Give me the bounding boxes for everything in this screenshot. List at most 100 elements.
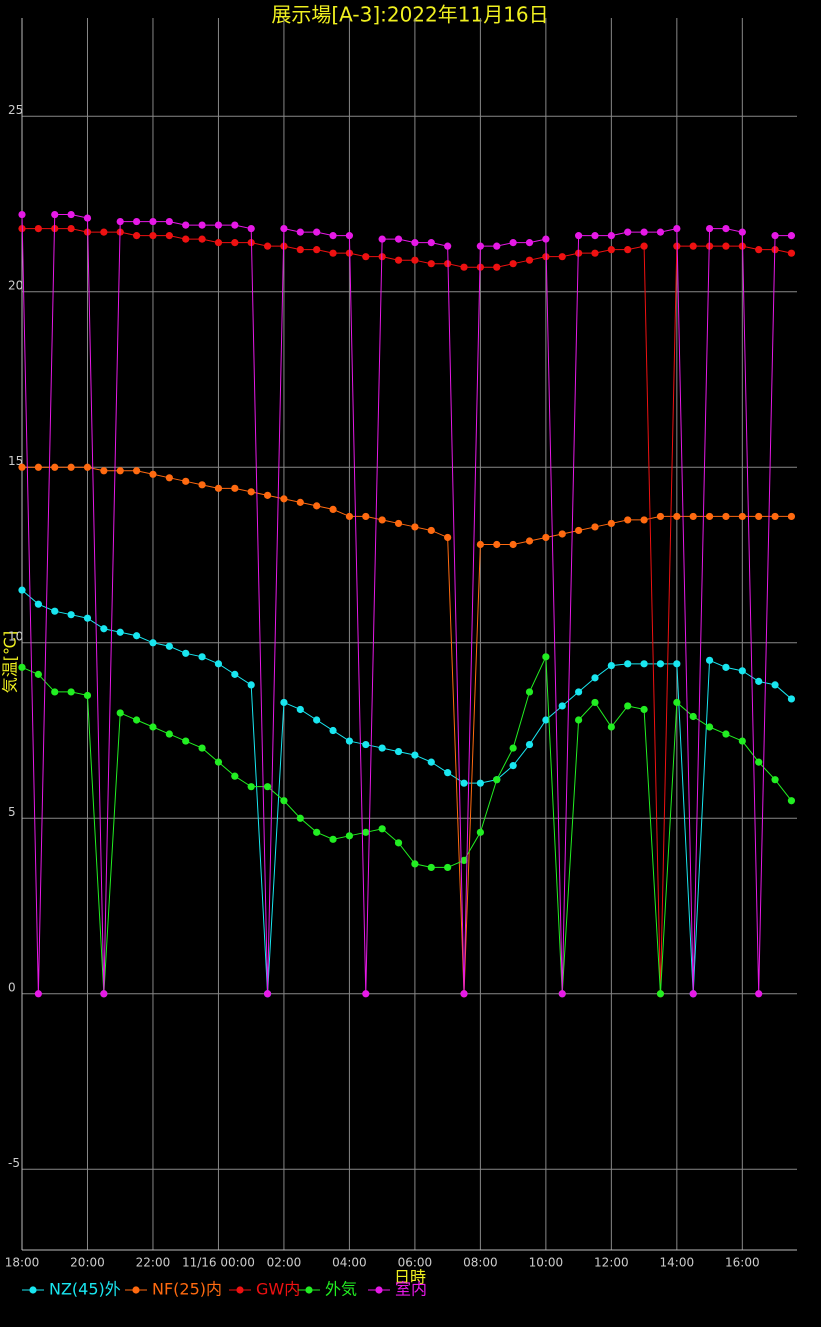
y-tick-label: -5 <box>8 1156 20 1170</box>
data-point <box>476 779 484 787</box>
data-point <box>591 523 599 531</box>
data-point <box>18 586 26 594</box>
data-point <box>575 688 583 696</box>
data-point <box>67 688 75 696</box>
data-point <box>542 533 550 542</box>
data-point <box>116 628 124 636</box>
data-point <box>591 698 599 707</box>
data-point <box>83 614 92 622</box>
data-point <box>394 747 403 756</box>
data-point <box>542 653 550 661</box>
data-point <box>296 498 304 506</box>
x-tick-label: 06:00 <box>398 1256 433 1270</box>
data-point <box>673 660 681 668</box>
data-point <box>280 495 288 503</box>
data-point <box>460 990 468 998</box>
data-point <box>755 990 763 998</box>
data-point <box>558 530 566 538</box>
data-point <box>394 839 403 847</box>
data-point <box>132 232 141 240</box>
data-point <box>247 488 255 496</box>
data-point <box>280 224 288 233</box>
data-point <box>525 740 534 749</box>
data-point <box>214 660 223 668</box>
data-point <box>198 221 206 229</box>
y-tick-label: 15 <box>8 454 23 468</box>
data-point <box>394 235 403 243</box>
legend-marker <box>305 1286 313 1294</box>
legend-marker <box>236 1286 244 1294</box>
data-point <box>673 698 681 707</box>
legend-marker <box>29 1286 37 1294</box>
data-point <box>165 232 173 240</box>
data-point <box>411 239 419 247</box>
data-point <box>624 660 632 668</box>
x-tick-label: 22:00 <box>136 1256 171 1270</box>
data-point <box>411 751 419 759</box>
data-point <box>607 232 615 240</box>
data-point <box>329 505 337 513</box>
data-point <box>34 990 42 998</box>
legend-label: NF(25)内 <box>152 1280 222 1299</box>
data-point <box>116 709 124 717</box>
data-point <box>624 246 632 254</box>
data-point <box>525 537 534 545</box>
data-point <box>689 512 697 521</box>
data-point <box>493 263 501 271</box>
data-point <box>558 990 566 998</box>
data-point <box>345 232 354 240</box>
data-point <box>689 712 697 721</box>
data-point <box>378 516 386 524</box>
data-point <box>34 224 42 233</box>
legend-marker <box>375 1286 383 1294</box>
data-point <box>476 828 484 836</box>
data-point <box>18 463 26 471</box>
data-point <box>640 660 648 668</box>
data-point <box>705 656 714 664</box>
data-point <box>263 491 272 499</box>
data-point <box>771 681 779 689</box>
data-point <box>509 540 517 549</box>
data-point <box>394 256 403 264</box>
data-point <box>100 990 108 998</box>
data-point <box>165 642 173 650</box>
data-point <box>198 744 206 752</box>
data-point <box>509 239 517 247</box>
x-tick-label: 14:00 <box>660 1256 695 1270</box>
data-point <box>198 481 206 489</box>
data-point <box>460 856 468 864</box>
data-point <box>263 242 272 250</box>
data-point <box>198 235 206 243</box>
data-point <box>231 239 239 247</box>
data-point <box>722 242 730 250</box>
data-point <box>67 210 75 219</box>
data-point <box>231 670 239 678</box>
data-point <box>607 661 615 670</box>
data-point <box>83 214 92 222</box>
legend-marker <box>132 1286 140 1294</box>
data-point <box>329 232 337 240</box>
data-point <box>787 797 796 805</box>
data-point <box>182 221 190 229</box>
y-tick-label: 10 <box>8 629 23 643</box>
data-point <box>493 540 501 549</box>
data-point <box>345 832 354 840</box>
data-point <box>444 769 452 777</box>
x-axis-label: 日時 <box>394 1268 426 1287</box>
data-point <box>263 783 272 791</box>
data-point <box>525 688 534 696</box>
y-tick-label: 25 <box>8 103 23 117</box>
chart-title: 展示場[A-3]:2022年11月16日 <box>271 3 548 27</box>
data-point <box>607 246 615 254</box>
data-point <box>575 526 583 535</box>
data-point <box>755 758 763 766</box>
legend-label: GW内 <box>256 1280 300 1299</box>
data-point <box>411 523 419 531</box>
data-point <box>525 256 534 264</box>
data-point <box>755 512 763 521</box>
data-point <box>362 740 370 749</box>
y-axis-label: 気温[℃] <box>1 631 20 693</box>
data-point <box>689 990 697 998</box>
